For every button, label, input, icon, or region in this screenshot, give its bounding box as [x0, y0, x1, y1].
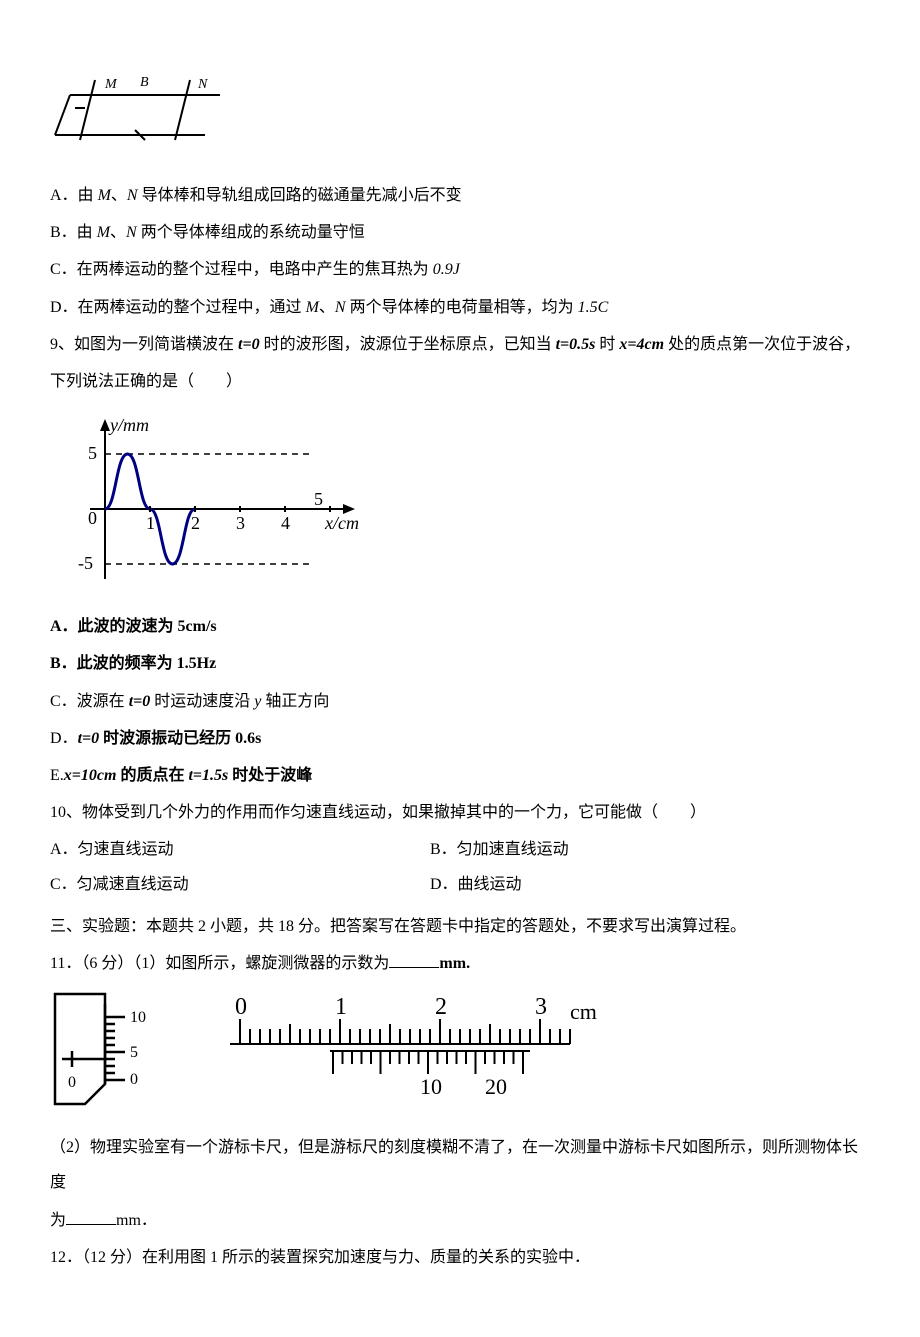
thimble-0: 0 — [130, 1071, 138, 1088]
vernier-unit: cm — [570, 999, 597, 1024]
xtick-3: 3 — [236, 513, 245, 533]
q10-optC: C．匀减速直线运动 — [50, 867, 430, 902]
q9-optC: C．波源在 t=0 时运动速度沿 y 轴正方向 — [50, 684, 870, 719]
lower-20: 20 — [485, 1074, 507, 1099]
main-1: 1 — [335, 994, 347, 1020]
q10-optA: A．匀速直线运动 — [50, 832, 430, 867]
main-2: 2 — [435, 994, 447, 1020]
xlabel: x/cm — [324, 513, 359, 533]
q11-micrometer: 0 10 5 0 — [50, 989, 170, 1122]
q10-optB: B．匀加速直线运动 — [430, 832, 569, 867]
thimble-5: 5 — [130, 1044, 138, 1061]
main-0: 0 — [235, 994, 247, 1020]
q9-stem-line1: 9、如图为一列简谐横波在 t=0 时的波形图，波源位于坐标原点，已知当 t=0.… — [50, 327, 870, 362]
label-B: B — [140, 75, 149, 90]
q11-blank1 — [389, 952, 439, 968]
q8-circuit-diagram: M B N — [50, 70, 870, 150]
q9-stem-line2: 下列说法正确的是（ ） — [50, 364, 870, 399]
q11-blank2 — [66, 1209, 116, 1225]
xtick-4: 4 — [281, 513, 290, 533]
q11-part2-line1: （2）物理实验室有一个游标卡尺，但是游标尺的刻度模糊不清了，在一次测量中游标卡尺… — [50, 1130, 870, 1200]
label-M: M — [104, 77, 118, 92]
ytick-neg5: -5 — [78, 553, 93, 573]
section3-heading: 三、实验题：本题共 2 小题，共 18 分。把答案写在答题卡中指定的答题处，不要… — [50, 909, 870, 944]
q9-optE: E.x=10cm 的质点在 t=1.5s 时处于波峰 — [50, 758, 870, 793]
q9-optD: D．t=0 时波源振动已经历 0.6s — [50, 721, 870, 756]
q8-optA: A．由 M、N 导体棒和导轨组成回路的磁通量先减小后不变 — [50, 178, 870, 213]
q8-optD: D．在两棒运动的整个过程中，通过 M、N 两个导体棒的电荷量相等，均为 1.5C — [50, 290, 870, 325]
origin-label: 0 — [88, 508, 97, 528]
q9-optB: B．此波的频率为 1.5Hz — [50, 646, 870, 681]
q11-stem: 11．（6 分）（1）如图所示，螺旋测微器的示数为mm. — [50, 946, 870, 981]
q10-optD: D．曲线运动 — [430, 867, 522, 902]
thimble-10: 10 — [130, 1009, 146, 1026]
lower-10: 10 — [420, 1074, 442, 1099]
q11-vernier: 0 1 2 3 cm 10 20 — [210, 989, 610, 1122]
ylabel: y/mm — [108, 415, 149, 435]
label-N: N — [197, 77, 208, 92]
sleeve-0: 0 — [68, 1074, 76, 1091]
main-3: 3 — [535, 994, 547, 1020]
xtick-1: 1 — [146, 513, 155, 533]
q8-optB: B．由 M、N 两个导体棒组成的系统动量守恒 — [50, 215, 870, 250]
xtick-2: 2 — [191, 513, 200, 533]
ytick-5: 5 — [88, 443, 97, 463]
q8-optC: C．在两棒运动的整个过程中，电路中产生的焦耳热为 0.9J — [50, 252, 870, 287]
xtick-5: 5 — [314, 489, 323, 509]
q10-stem: 10、物体受到几个外力的作用而作匀速直线运动，如果撤掉其中的一个力，它可能做（ … — [50, 795, 870, 830]
q9-wave-figure: 5 -5 0 y/mm x/cm 1 2 3 4 5 — [50, 409, 870, 599]
q12-stem: 12．（12 分）在利用图 1 所示的装置探究加速度与力、质量的关系的实验中． — [50, 1240, 870, 1275]
q11-part2-line2: 为mm． — [50, 1203, 870, 1238]
q9-optA: A．此波的波速为 5cm/s — [50, 609, 870, 644]
